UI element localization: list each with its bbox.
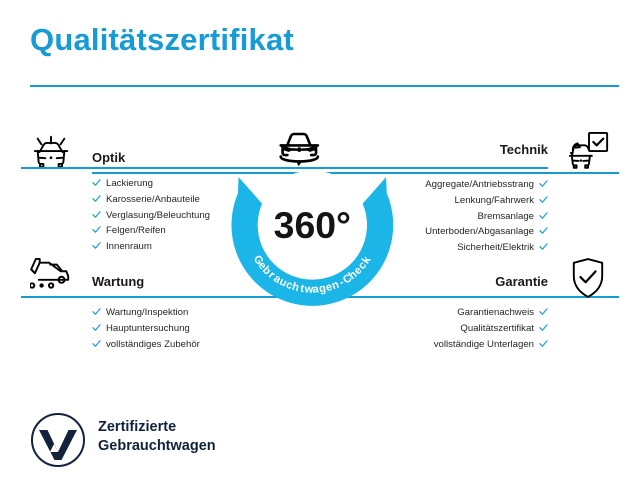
svg-text:360°: 360°	[274, 204, 351, 246]
